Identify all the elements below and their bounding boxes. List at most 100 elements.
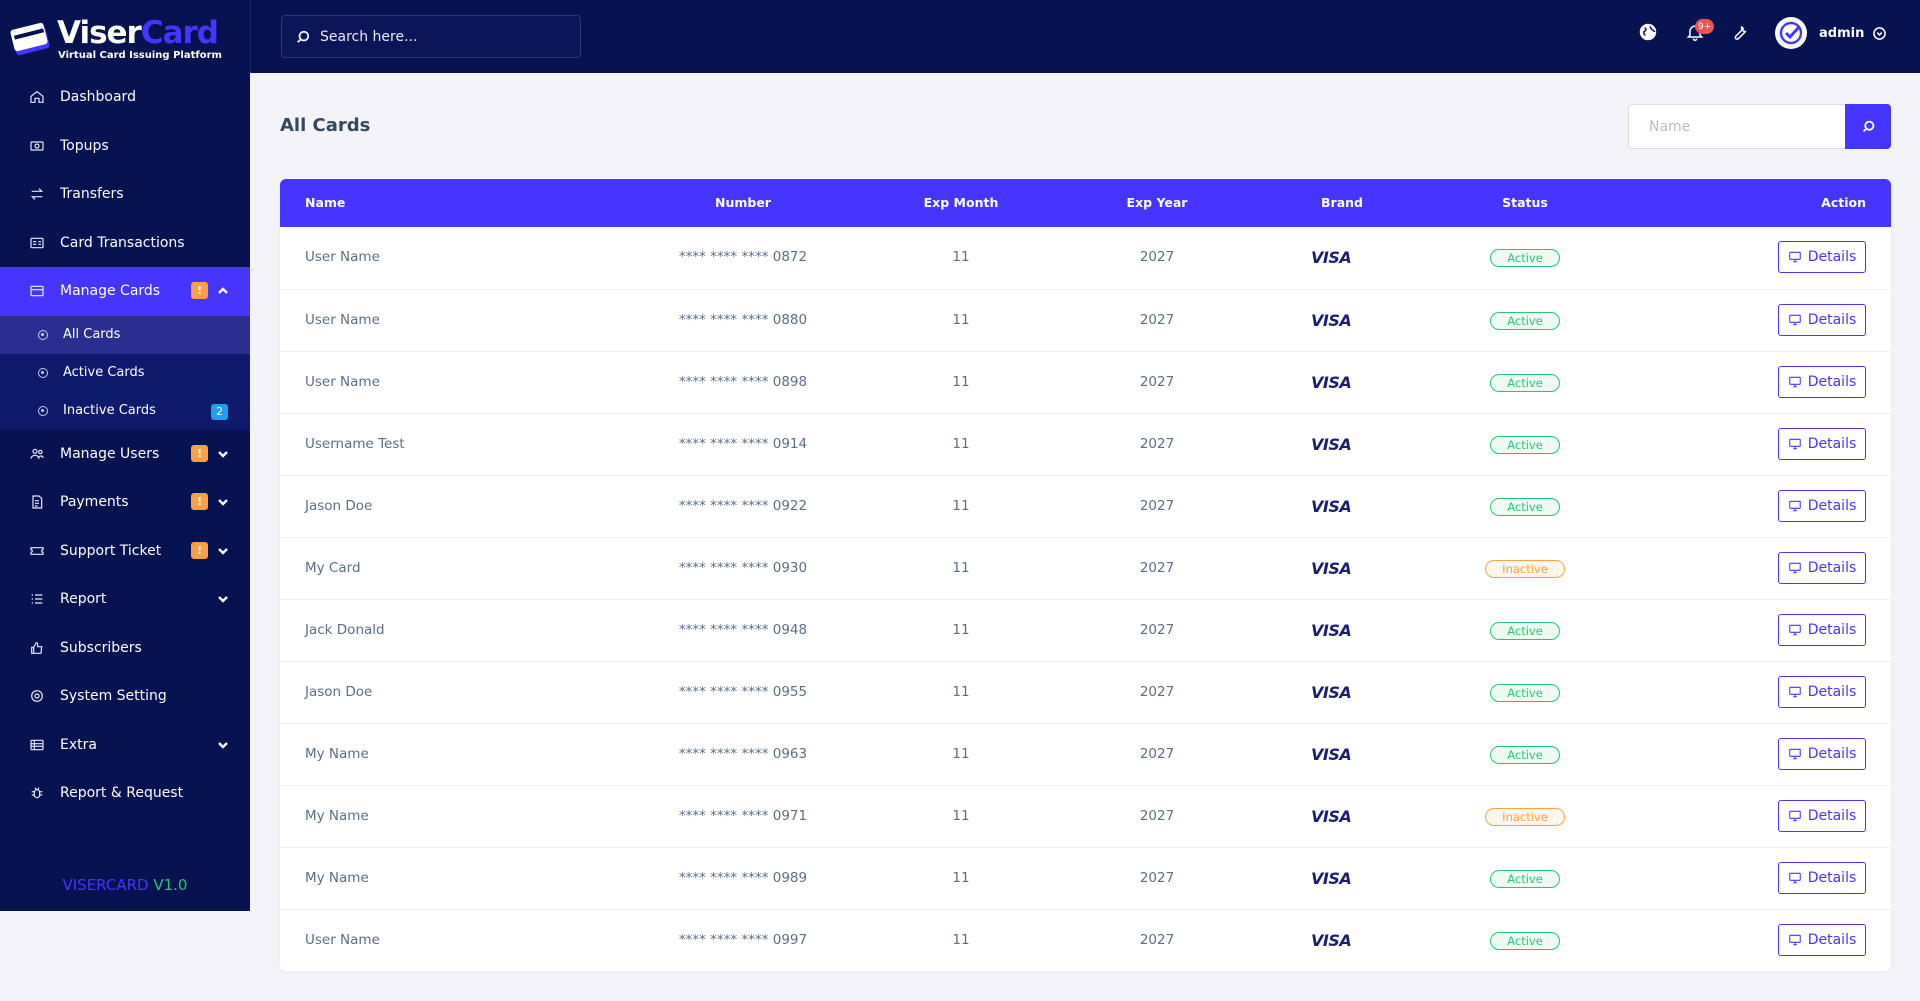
warning-badge: !	[191, 444, 208, 462]
sidebar-item-report-request[interactable]: Report & Request	[0, 769, 250, 818]
visa-logo: VISA	[1311, 869, 1352, 888]
chevron-down-icon[interactable]	[217, 739, 229, 751]
details-button[interactable]: Details	[1778, 241, 1866, 273]
avatar[interactable]	[1775, 17, 1807, 49]
sidebar-item-extra[interactable]: Extra	[0, 721, 250, 770]
status-badge: Active	[1490, 498, 1560, 516]
sidebar-item-transfers[interactable]: Transfers	[0, 170, 250, 219]
status-badge: Active	[1490, 746, 1560, 764]
monitor-icon	[1788, 934, 1801, 946]
sidebar-item-system-setting[interactable]: System Setting	[0, 672, 250, 721]
details-button-label: Details	[1807, 498, 1857, 514]
chevron-down-icon[interactable]	[217, 448, 229, 460]
money-icon	[28, 137, 46, 155]
details-button[interactable]: Details	[1778, 490, 1866, 522]
sidebar-subitem-label: Inactive Cards	[63, 403, 156, 418]
sidebar-item-label: Manage Cards	[60, 283, 161, 300]
details-button[interactable]: Details	[1778, 304, 1866, 336]
cell-name: User Name	[305, 932, 380, 948]
column-header-exp-year: Exp Year	[1126, 195, 1188, 210]
exchange-icon	[28, 185, 46, 203]
name-filter-search-button[interactable]	[1845, 104, 1891, 149]
sidebar-item-dashboard[interactable]: Dashboard	[0, 73, 250, 122]
table-row: My Card **** **** **** 0930 11 2027 VISA…	[280, 537, 1891, 599]
sidebar-item-topups[interactable]: Topups	[0, 122, 250, 171]
name-filter-input[interactable]	[1628, 104, 1845, 149]
cell-exp-month: 11	[952, 312, 970, 328]
table-body: User Name **** **** **** 0872 11 2027 VI…	[280, 227, 1891, 971]
cell-card-number: **** **** **** 0989	[678, 870, 808, 886]
topbar: 9+ admin	[250, 0, 1920, 73]
details-button[interactable]: Details	[1778, 676, 1866, 708]
sidebar-item-manage-users[interactable]: Manage Users !	[0, 430, 250, 479]
details-button-label: Details	[1807, 560, 1857, 576]
details-button[interactable]: Details	[1778, 800, 1866, 832]
column-header-action: Action	[1821, 195, 1866, 210]
cell-exp-month: 11	[952, 436, 970, 452]
visa-logo: VISA	[1311, 807, 1352, 826]
globe-icon[interactable]	[1638, 22, 1660, 44]
chevron-down-icon[interactable]	[217, 496, 229, 508]
details-button[interactable]: Details	[1778, 552, 1866, 584]
cell-name: User Name	[305, 249, 380, 265]
table-row: User Name **** **** **** 0880 11 2027 VI…	[280, 289, 1891, 351]
status-badge: Active	[1490, 622, 1560, 640]
details-button[interactable]: Details	[1778, 862, 1866, 894]
cell-card-number: **** **** **** 0948	[678, 622, 808, 638]
visa-logo: VISA	[1311, 621, 1352, 640]
table-row: Username Test **** **** **** 0914 11 202…	[280, 413, 1891, 475]
cell-exp-year: 2027	[1139, 374, 1175, 390]
details-button[interactable]: Details	[1778, 614, 1866, 646]
visa-logo: VISA	[1311, 559, 1352, 578]
sidebar-item-label: Report & Request	[60, 785, 184, 802]
circle-dot-icon	[38, 367, 48, 378]
sidebar-item-label: Card Transactions	[60, 234, 185, 251]
cell-exp-year: 2027	[1139, 932, 1175, 948]
cell-exp-month: 11	[952, 498, 970, 514]
table-row: My Name **** **** **** 0963 11 2027 VISA…	[280, 723, 1891, 785]
sidebar-subitem-active-cards[interactable]: Active Cards	[0, 354, 250, 392]
status-badge: Active	[1490, 684, 1560, 702]
brand-name-part-a: Viser	[57, 15, 142, 51]
cell-exp-month: 11	[952, 374, 970, 390]
sidebar-item-label: Support Ticket	[60, 542, 162, 559]
chevron-down-circle-icon[interactable]	[1873, 27, 1886, 40]
sidebar-item-label: Extra	[60, 736, 97, 753]
column-header-name: Name	[305, 195, 346, 210]
chevron-up-icon[interactable]	[217, 285, 229, 297]
logo[interactable]: ViserCard Virtual Card Issuing Platform	[0, 0, 250, 73]
sidebar-item-payments[interactable]: Payments !	[0, 478, 250, 527]
settings-icon	[28, 687, 46, 705]
wrench-icon[interactable]	[1730, 22, 1752, 44]
thumbs-up-icon	[28, 639, 46, 657]
global-search-input[interactable]	[320, 28, 560, 45]
admin-username[interactable]: admin	[1819, 26, 1865, 41]
details-button[interactable]: Details	[1778, 428, 1866, 460]
details-button[interactable]: Details	[1778, 924, 1866, 956]
invoice-icon	[28, 493, 46, 511]
visa-logo: VISA	[1311, 745, 1352, 764]
chevron-down-icon[interactable]	[217, 593, 229, 605]
manage-cards-submenu: All Cards Active Cards Inactive Cards 2	[0, 315, 250, 430]
sidebar-item-card-transactions[interactable]: Card Transactions	[0, 219, 250, 268]
cell-exp-year: 2027	[1139, 808, 1175, 824]
details-button-label: Details	[1807, 808, 1857, 824]
sidebar-item-subscribers[interactable]: Subscribers	[0, 624, 250, 673]
sidebar-subitem-all-cards[interactable]: All Cards	[0, 315, 250, 354]
sidebar-item-label: Manage Users	[60, 445, 160, 462]
details-button[interactable]: Details	[1778, 738, 1866, 770]
cell-name: Jason Doe	[305, 498, 373, 514]
details-button[interactable]: Details	[1778, 366, 1866, 398]
sidebar-subitem-inactive-cards[interactable]: Inactive Cards 2	[0, 392, 250, 430]
sidebar-item-manage-cards[interactable]: Manage Cards !	[0, 267, 250, 316]
monitor-icon	[1788, 376, 1801, 388]
cell-exp-month: 11	[952, 684, 970, 700]
chevron-down-icon[interactable]	[217, 545, 229, 557]
cell-name: My Card	[305, 560, 361, 576]
cell-exp-month: 11	[952, 622, 970, 638]
warning-badge: !	[191, 541, 208, 559]
card-logo-icon	[10, 22, 50, 56]
visa-logo: VISA	[1311, 931, 1352, 950]
sidebar-item-report[interactable]: Report	[0, 575, 250, 624]
sidebar-item-support-ticket[interactable]: Support Ticket !	[0, 527, 250, 576]
